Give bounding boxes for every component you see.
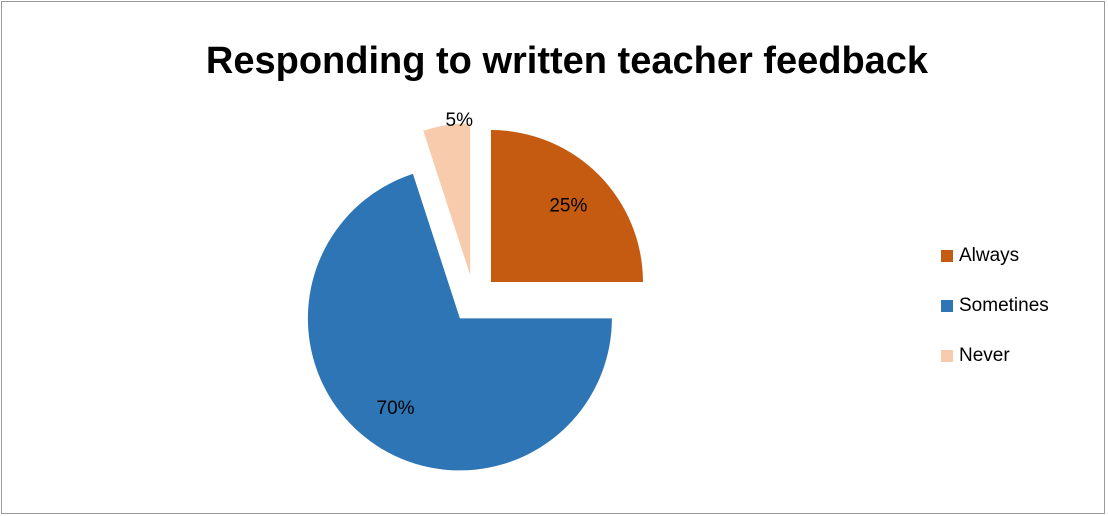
legend-label-never: Never	[959, 345, 1010, 366]
legend-label-always: Always	[959, 245, 1020, 266]
legend-swatch-never	[941, 350, 953, 362]
chart-legend: Always Sometines Never	[941, 244, 1049, 394]
legend-item-sometines: Sometines	[941, 294, 1049, 318]
data-label-always: 25%	[549, 196, 587, 217]
pie-slice-always	[490, 130, 643, 283]
legend-item-never: Never	[941, 344, 1049, 368]
chart-title: Responding to written teacher feedback	[205, 40, 929, 82]
legend-label-sometines: Sometines	[959, 295, 1049, 316]
data-label-never: 5%	[446, 110, 474, 131]
legend-swatch-always	[941, 250, 953, 262]
data-label-sometines: 70%	[377, 398, 415, 419]
pie-slice-never	[423, 123, 471, 276]
legend-item-always: Always	[941, 244, 1049, 268]
pie-slice-sometines	[307, 173, 612, 471]
legend-swatch-sometines	[941, 300, 953, 312]
